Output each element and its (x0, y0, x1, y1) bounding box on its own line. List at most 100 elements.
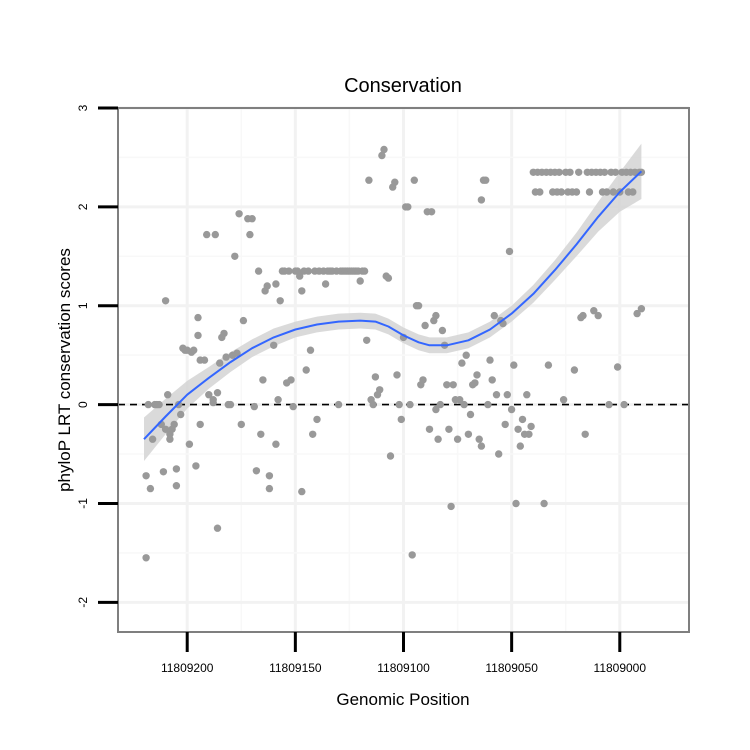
data-point (514, 425, 522, 433)
data-point (566, 168, 574, 176)
data-point (298, 487, 306, 496)
data-point (427, 208, 436, 216)
data-point (585, 188, 594, 196)
data-point (629, 188, 637, 196)
data-point (395, 400, 403, 409)
data-point (613, 363, 622, 371)
data-point (503, 391, 511, 399)
data-point (490, 311, 498, 320)
data-point (559, 396, 568, 404)
data-point (302, 366, 310, 374)
data-point (166, 435, 174, 443)
data-point (414, 302, 423, 310)
y-axis-label: phyloP LRT conservation scores (55, 248, 74, 492)
data-point (436, 400, 444, 409)
data-point (484, 400, 492, 409)
y-tick-label: -1 (76, 498, 90, 509)
data-point (486, 356, 494, 364)
data-point (438, 326, 447, 335)
data-point (213, 524, 222, 532)
points-layer (142, 145, 646, 562)
data-point (410, 176, 418, 184)
data-point (570, 366, 579, 374)
data-point (298, 287, 306, 295)
data-point (272, 440, 280, 448)
data-point (447, 502, 455, 511)
data-point (449, 381, 457, 389)
data-point (274, 396, 282, 404)
data-point (254, 267, 263, 275)
y-tick-label: 3 (76, 104, 90, 111)
y-tick-label: 0 (76, 401, 90, 408)
data-point (226, 400, 235, 409)
data-point (161, 425, 170, 433)
data-point (432, 311, 440, 320)
data-point (356, 277, 364, 285)
data-point (473, 371, 481, 379)
data-point (194, 313, 202, 322)
data-point (200, 356, 209, 364)
data-point (581, 430, 589, 438)
data-point (516, 442, 524, 450)
data-point (259, 376, 267, 384)
data-point (185, 440, 194, 448)
data-point (142, 554, 150, 562)
data-point (594, 311, 602, 320)
x-tick-label: 11809100 (377, 661, 430, 675)
data-point (209, 398, 217, 407)
data-point (633, 309, 641, 318)
y-tick-label: -2 (76, 597, 90, 608)
data-point (248, 215, 256, 223)
data-point (265, 472, 274, 480)
data-point (555, 168, 563, 176)
data-point (523, 391, 531, 399)
data-point (250, 402, 258, 411)
data-point (572, 188, 581, 196)
data-point (492, 391, 501, 399)
data-point (334, 400, 343, 409)
data-point (196, 420, 204, 429)
data-point (419, 376, 427, 384)
data-point (603, 188, 611, 196)
data-point (257, 430, 265, 438)
data-point (404, 203, 412, 211)
data-point (265, 484, 274, 493)
data-point (285, 267, 293, 275)
data-point (146, 484, 155, 493)
smooth-line (143, 170, 643, 440)
data-point (220, 329, 228, 338)
data-point (148, 435, 157, 443)
data-point (142, 472, 150, 480)
data-point (557, 188, 566, 196)
data-point (540, 499, 548, 508)
data-point (365, 176, 373, 184)
data-point (263, 282, 271, 290)
data-point (272, 280, 280, 288)
smooth-line-layer (143, 170, 643, 440)
data-point (222, 353, 230, 361)
data-point (445, 425, 453, 433)
data-point (579, 311, 587, 320)
data-point (620, 400, 628, 409)
data-point (172, 465, 181, 473)
data-point (276, 297, 284, 305)
data-point (216, 359, 224, 367)
data-point (233, 349, 241, 357)
data-point (477, 442, 486, 450)
x-axis-label: Genomic Position (336, 690, 469, 709)
x-tick-label: 11809050 (485, 661, 538, 675)
data-point (600, 168, 609, 176)
data-point (453, 435, 462, 443)
data-point (306, 346, 315, 354)
data-point (609, 188, 617, 196)
data-point (270, 341, 278, 349)
data-point (425, 425, 434, 433)
data-point (296, 272, 304, 280)
data-point (456, 396, 464, 404)
data-point (252, 467, 261, 475)
data-point (501, 420, 509, 429)
data-point (432, 405, 440, 414)
data-point (611, 168, 620, 176)
data-point (235, 210, 243, 218)
data-point (512, 499, 520, 508)
